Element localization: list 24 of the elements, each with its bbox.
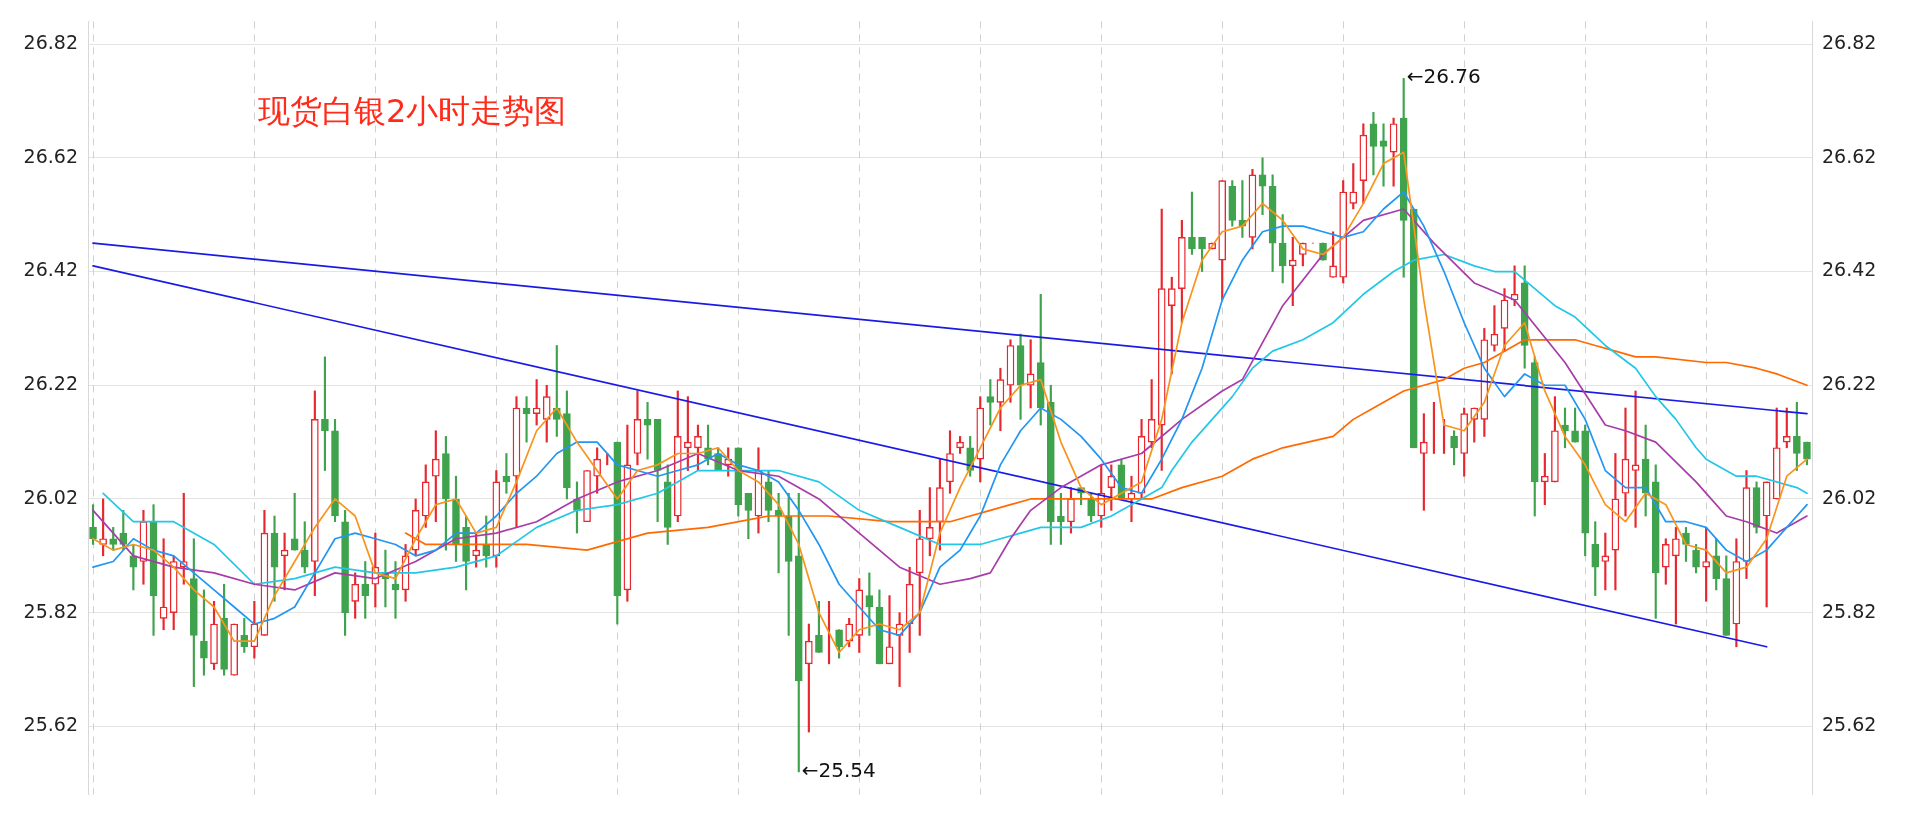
candlestick xyxy=(1258,157,1267,216)
candlestick xyxy=(391,561,400,619)
y2-tick-label: 25.62 xyxy=(1822,713,1877,736)
candlestick xyxy=(1490,305,1499,352)
candlestick xyxy=(522,396,531,443)
y2-tick-label: 25.82 xyxy=(1822,599,1877,622)
y-tick-label: 25.62 xyxy=(23,713,78,736)
annotation: ←26.76 xyxy=(1406,64,1481,89)
y2-tick-label: 26.42 xyxy=(1822,258,1877,281)
candlestick xyxy=(1621,407,1630,517)
y-tick-label: 26.82 xyxy=(23,31,78,54)
y2-tick-label: 26.62 xyxy=(1822,144,1877,167)
y-tick-label: 26.02 xyxy=(23,485,78,508)
y2-tick-label: 26.82 xyxy=(1822,31,1877,54)
y2-tick-label: 26.22 xyxy=(1822,372,1877,395)
candlestick xyxy=(643,401,652,460)
text: 现货白银2小时走势图 xyxy=(258,92,567,130)
y2-tick-label: 26.02 xyxy=(1822,485,1877,508)
y-tick-label: 26.22 xyxy=(23,372,78,395)
y-tick-label: 26.42 xyxy=(23,258,78,281)
annotation: ←25.54 xyxy=(801,758,876,783)
y-tick-label: 26.62 xyxy=(23,144,78,167)
candlestick xyxy=(885,595,894,665)
y-tick-label: 25.82 xyxy=(23,599,78,622)
